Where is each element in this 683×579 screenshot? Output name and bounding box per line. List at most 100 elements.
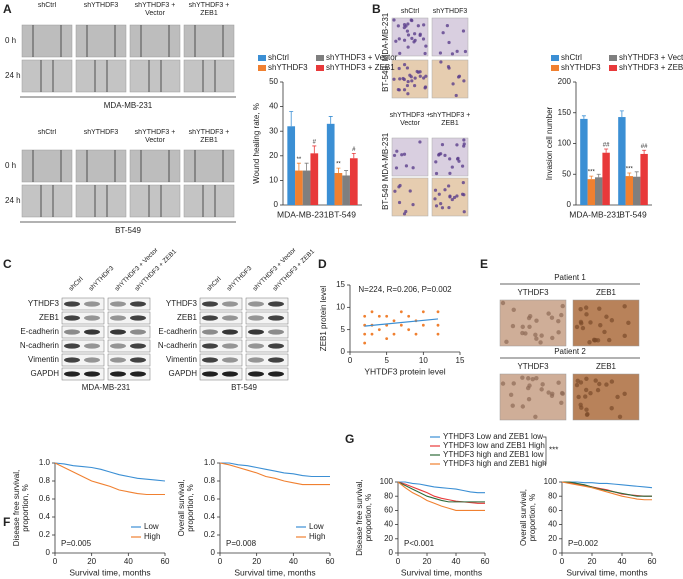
ihc-cell [607, 337, 612, 343]
ihc-cell [595, 387, 601, 393]
cell [404, 209, 408, 214]
cell [462, 142, 466, 146]
blot-band [64, 357, 80, 363]
column-header: shYTHDF3 + Vector [134, 2, 176, 17]
cell [447, 184, 451, 188]
x-tick-label: 15 [456, 356, 465, 365]
blot-band [64, 329, 80, 335]
survival-curve [219, 462, 330, 486]
protein-label: Vimentin [166, 355, 197, 364]
blot-band [84, 343, 100, 349]
cell [438, 51, 443, 55]
y-tick-label: 15 [336, 280, 345, 289]
legend-label: High [309, 532, 325, 541]
point [392, 319, 396, 323]
bar [633, 176, 641, 205]
legend-swatch [551, 65, 559, 71]
cell [455, 194, 459, 198]
x-tick-label: 5 [384, 356, 389, 365]
ihc-cell [609, 318, 615, 323]
column-header-box: shYTHDF3 + Vector [390, 112, 431, 127]
ihc-cell [588, 320, 593, 325]
lane-label: shYTHDF3 [226, 265, 254, 293]
ihc-cell [598, 323, 603, 328]
cell [392, 77, 396, 81]
lane-label: shCtrl [68, 275, 85, 292]
y-axis-label: proportion, % [21, 484, 30, 532]
cell [440, 206, 445, 210]
bar [302, 170, 311, 205]
legend-swatch [316, 65, 324, 71]
ihc-cell [604, 382, 609, 387]
error-bar [581, 115, 586, 119]
blot-strip [245, 325, 289, 339]
cell [437, 192, 441, 196]
legend-label: Low [309, 522, 324, 531]
error-bar [627, 172, 632, 177]
legend-label: Low [144, 522, 159, 531]
legend-label: YTHDF3 low and ZEB1 High [443, 441, 545, 450]
cell [413, 84, 417, 88]
blot-band [222, 315, 238, 321]
error-bar [634, 171, 639, 177]
cell [393, 189, 397, 193]
cell [448, 171, 452, 175]
cell [402, 88, 407, 92]
ihc-cell [534, 318, 539, 323]
blot-band [84, 301, 100, 307]
ihc-cell [583, 387, 589, 393]
cell [455, 49, 459, 53]
cell [408, 189, 412, 193]
significance-label: ** [336, 162, 341, 168]
blot-strip [245, 311, 289, 325]
blot-strip [107, 367, 151, 381]
cell [397, 185, 401, 189]
cell [402, 38, 407, 42]
blot-strip [245, 367, 289, 381]
panel-label: G [345, 432, 354, 446]
cell [461, 181, 465, 185]
legend-label: YTHDF3 high and ZEB1 high [443, 459, 547, 468]
wound-image [75, 59, 127, 93]
legend-swatch [258, 55, 266, 61]
y-axis-label: Overall survival, [177, 480, 186, 537]
legend-bracket [543, 436, 547, 465]
point [377, 314, 381, 318]
x-axis-label: YHTDF3 protein level [364, 366, 445, 376]
cell [406, 45, 410, 49]
cell [463, 49, 468, 54]
bar [580, 118, 588, 205]
cell [406, 33, 411, 37]
y-tick-label: 20 [384, 534, 393, 543]
survival-curve [561, 481, 652, 497]
protein-label: ZEB1 [39, 313, 60, 322]
survival-curve [397, 481, 485, 503]
cell [405, 66, 410, 70]
column-header-box: shYTHDF3 [84, 2, 119, 9]
y-tick-label: 0.8 [39, 476, 51, 485]
point [370, 332, 374, 336]
cell [447, 205, 451, 210]
blot-band [268, 315, 284, 321]
blot-strip [245, 339, 289, 353]
blot-strip [199, 339, 243, 353]
legend-label: shYTHDF3 + ZEB1 [619, 63, 683, 72]
blot-strip [199, 311, 243, 325]
error-bar [304, 162, 309, 171]
y-tick-label: 20 [269, 151, 278, 160]
point [407, 314, 411, 318]
blot-band [248, 301, 264, 307]
cell [406, 22, 410, 26]
stain-label: ZEB1 [596, 362, 617, 371]
column-header-box: shYTHDF3 + Vector [135, 129, 176, 144]
blot-band [202, 357, 218, 363]
protein-label: N-cadherin [20, 341, 59, 350]
lane-label: shYTHDF3 [88, 265, 116, 293]
survival-curve [220, 462, 330, 478]
x-tick-label: 10 [419, 356, 428, 365]
cell [452, 195, 457, 200]
blot-band [64, 371, 80, 377]
ihc-cell [520, 330, 525, 336]
ihc-cell [526, 376, 531, 381]
blot-band [64, 315, 80, 321]
